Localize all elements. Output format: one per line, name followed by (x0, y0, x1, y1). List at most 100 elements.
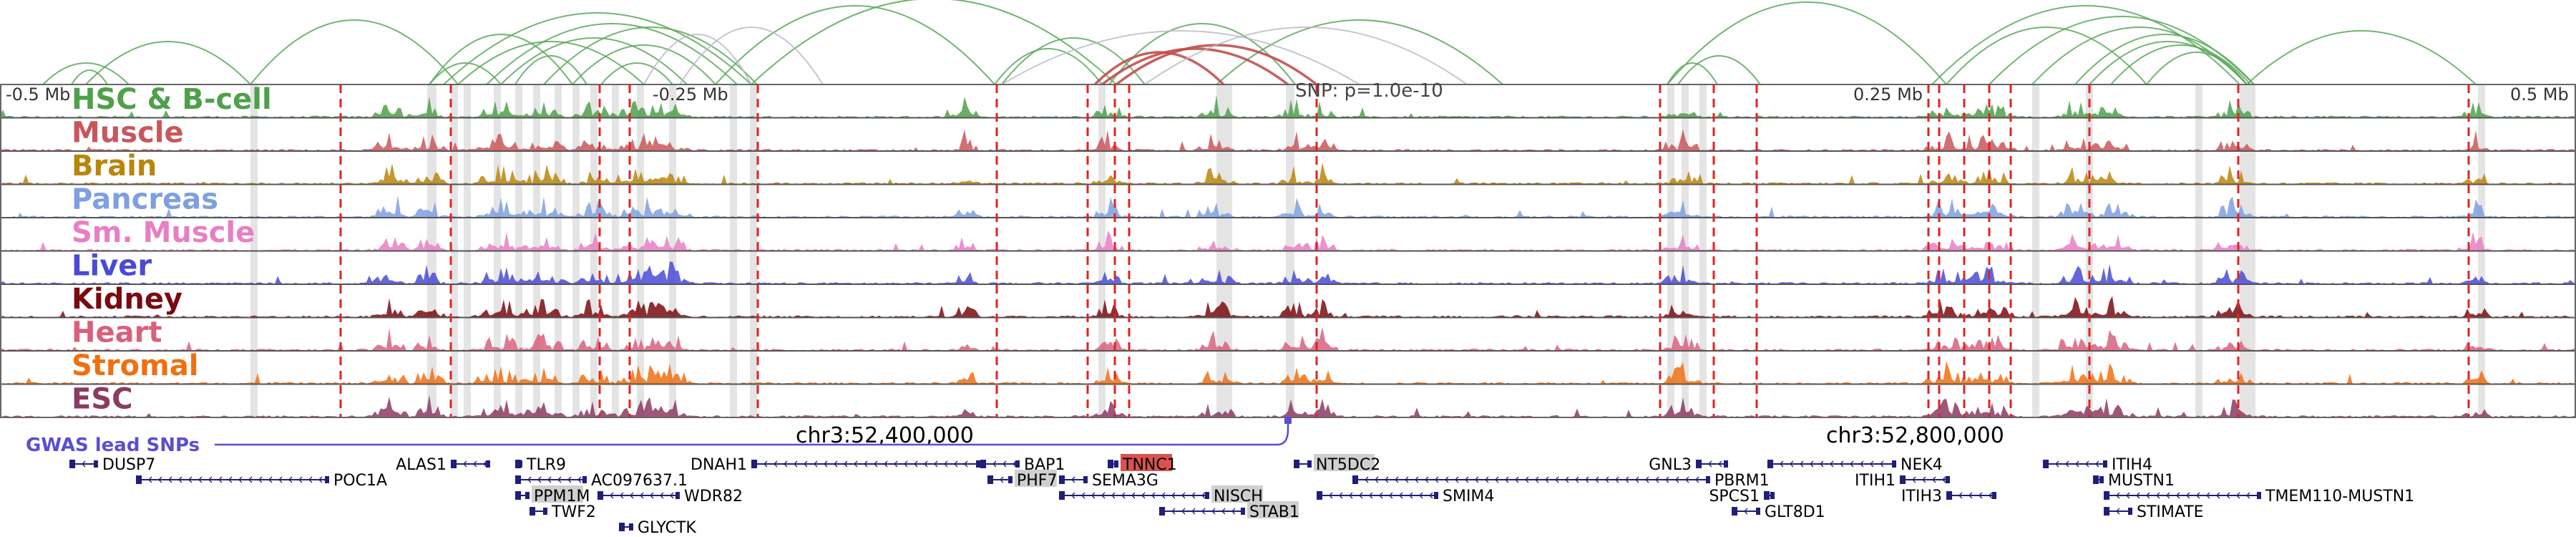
gene-exon (1083, 476, 1088, 483)
signal-track-7 (0, 296, 2576, 318)
strand-arrow (844, 460, 848, 468)
strand-arrow (1515, 476, 1519, 483)
strand-arrow (1211, 508, 1216, 515)
strand-arrow (794, 460, 798, 468)
gene-label: SEMA3G (1092, 472, 1158, 490)
strand-arrow (2236, 492, 2240, 499)
strand-arrow (1495, 476, 1499, 483)
track-label: Pancreas (72, 183, 218, 216)
strand-arrow (158, 476, 162, 483)
gene-label: TWF2 (551, 503, 596, 521)
strand-arrow (1665, 476, 1669, 483)
loop-arc (1677, 55, 1761, 85)
strand-arrow (557, 476, 562, 483)
track-label: Muscle (72, 117, 184, 150)
strand-arrow (1968, 492, 1973, 499)
strand-arrow (763, 460, 768, 468)
strand-arrow (1535, 476, 1539, 483)
gene-exon (1317, 491, 1322, 500)
strand-arrow (1415, 476, 1419, 483)
gene-exon (1205, 492, 1209, 499)
strand-arrow (1922, 476, 1926, 483)
gene-label: MUSTN1 (2108, 472, 2175, 490)
strand-arrow (2126, 492, 2130, 499)
gene-exon (486, 460, 490, 468)
strand-arrow (1409, 492, 1413, 499)
gene-exon (1294, 460, 1299, 468)
strand-arrow (1605, 476, 1609, 483)
gene-label: DUSP7 (102, 456, 155, 474)
gene-exon (1114, 460, 1118, 468)
strand-arrow (1860, 460, 1864, 468)
loop-arc (1667, 62, 1718, 85)
axis-label-right: 0.5 Mb (2510, 84, 2569, 105)
strand-arrow (650, 492, 654, 499)
strand-arrow (1399, 492, 1403, 499)
strand-arrow (1131, 492, 1136, 499)
strand-arrow (463, 460, 467, 468)
strand-arrow (567, 476, 572, 483)
loop-arc (486, 23, 738, 85)
gene-label: ITIH3 (1901, 488, 1942, 505)
strand-arrow (1435, 476, 1439, 483)
strand-arrow (1231, 508, 1236, 515)
gwas-connector-line (215, 421, 1289, 446)
strand-arrow (1932, 476, 1936, 483)
loop-arc (572, 44, 716, 85)
gene-exon (1732, 507, 1737, 516)
strand-arrow (2186, 492, 2190, 499)
strand-arrow (1585, 476, 1589, 483)
strand-arrow (1375, 476, 1379, 483)
gene-exon (2104, 491, 2109, 500)
loop-arc (679, 26, 824, 85)
strand-arrow (1708, 460, 1712, 468)
strand-arrow (268, 476, 273, 483)
gene-exon (451, 460, 457, 468)
strand-arrow (1141, 492, 1146, 499)
strand-arrow (1445, 476, 1449, 483)
strand-arrow (854, 460, 858, 468)
strand-arrow (1695, 476, 1699, 483)
gene-exon (2093, 475, 2099, 484)
gene-exon (530, 507, 535, 516)
strand-arrow (1191, 508, 1196, 515)
gene-exon (1770, 492, 1775, 499)
strand-arrow (1191, 492, 1196, 499)
signal-track-9 (0, 361, 2576, 384)
strand-arrow (1685, 476, 1689, 483)
signal-track-5 (0, 231, 2576, 251)
strand-arrow (660, 492, 664, 499)
strand-arrow (1339, 492, 1343, 499)
strand-arrow (1111, 492, 1116, 499)
gene-exon (518, 460, 522, 468)
strand-arrow (670, 492, 674, 499)
gwas-lead-snps-label: GWAS lead SNPs (26, 435, 200, 456)
strand-arrow (904, 460, 908, 468)
strand-arrow (1565, 476, 1569, 483)
track-label: Stromal (72, 349, 199, 382)
gene-label: STIMATE (2137, 503, 2204, 521)
strand-arrow (874, 460, 878, 468)
strand-arrow (1405, 476, 1409, 483)
strand-arrow (288, 476, 293, 483)
gene-label: PHF7 (1017, 472, 1057, 490)
gene-label: TNNC1 (1122, 456, 1177, 474)
strand-arrow (218, 476, 223, 483)
gene-exon (1352, 475, 1358, 484)
strand-arrow (1810, 460, 1814, 468)
strand-arrow (814, 460, 818, 468)
strand-arrow (1369, 492, 1373, 499)
gene-label: ALAS1 (396, 456, 447, 474)
strand-arrow (1820, 460, 1824, 468)
strand-arrow (188, 476, 192, 483)
strand-arrow (824, 460, 828, 468)
strand-arrow (1942, 476, 1946, 483)
gene-label: ITIH4 (2112, 456, 2152, 474)
strand-arrow (1181, 508, 1186, 515)
strand-arrow (1395, 476, 1399, 483)
strand-arrow (1780, 460, 1784, 468)
strand-arrow (640, 492, 644, 499)
gene-label: STAB1 (1249, 503, 1299, 521)
gene-label: TLR9 (526, 456, 566, 474)
